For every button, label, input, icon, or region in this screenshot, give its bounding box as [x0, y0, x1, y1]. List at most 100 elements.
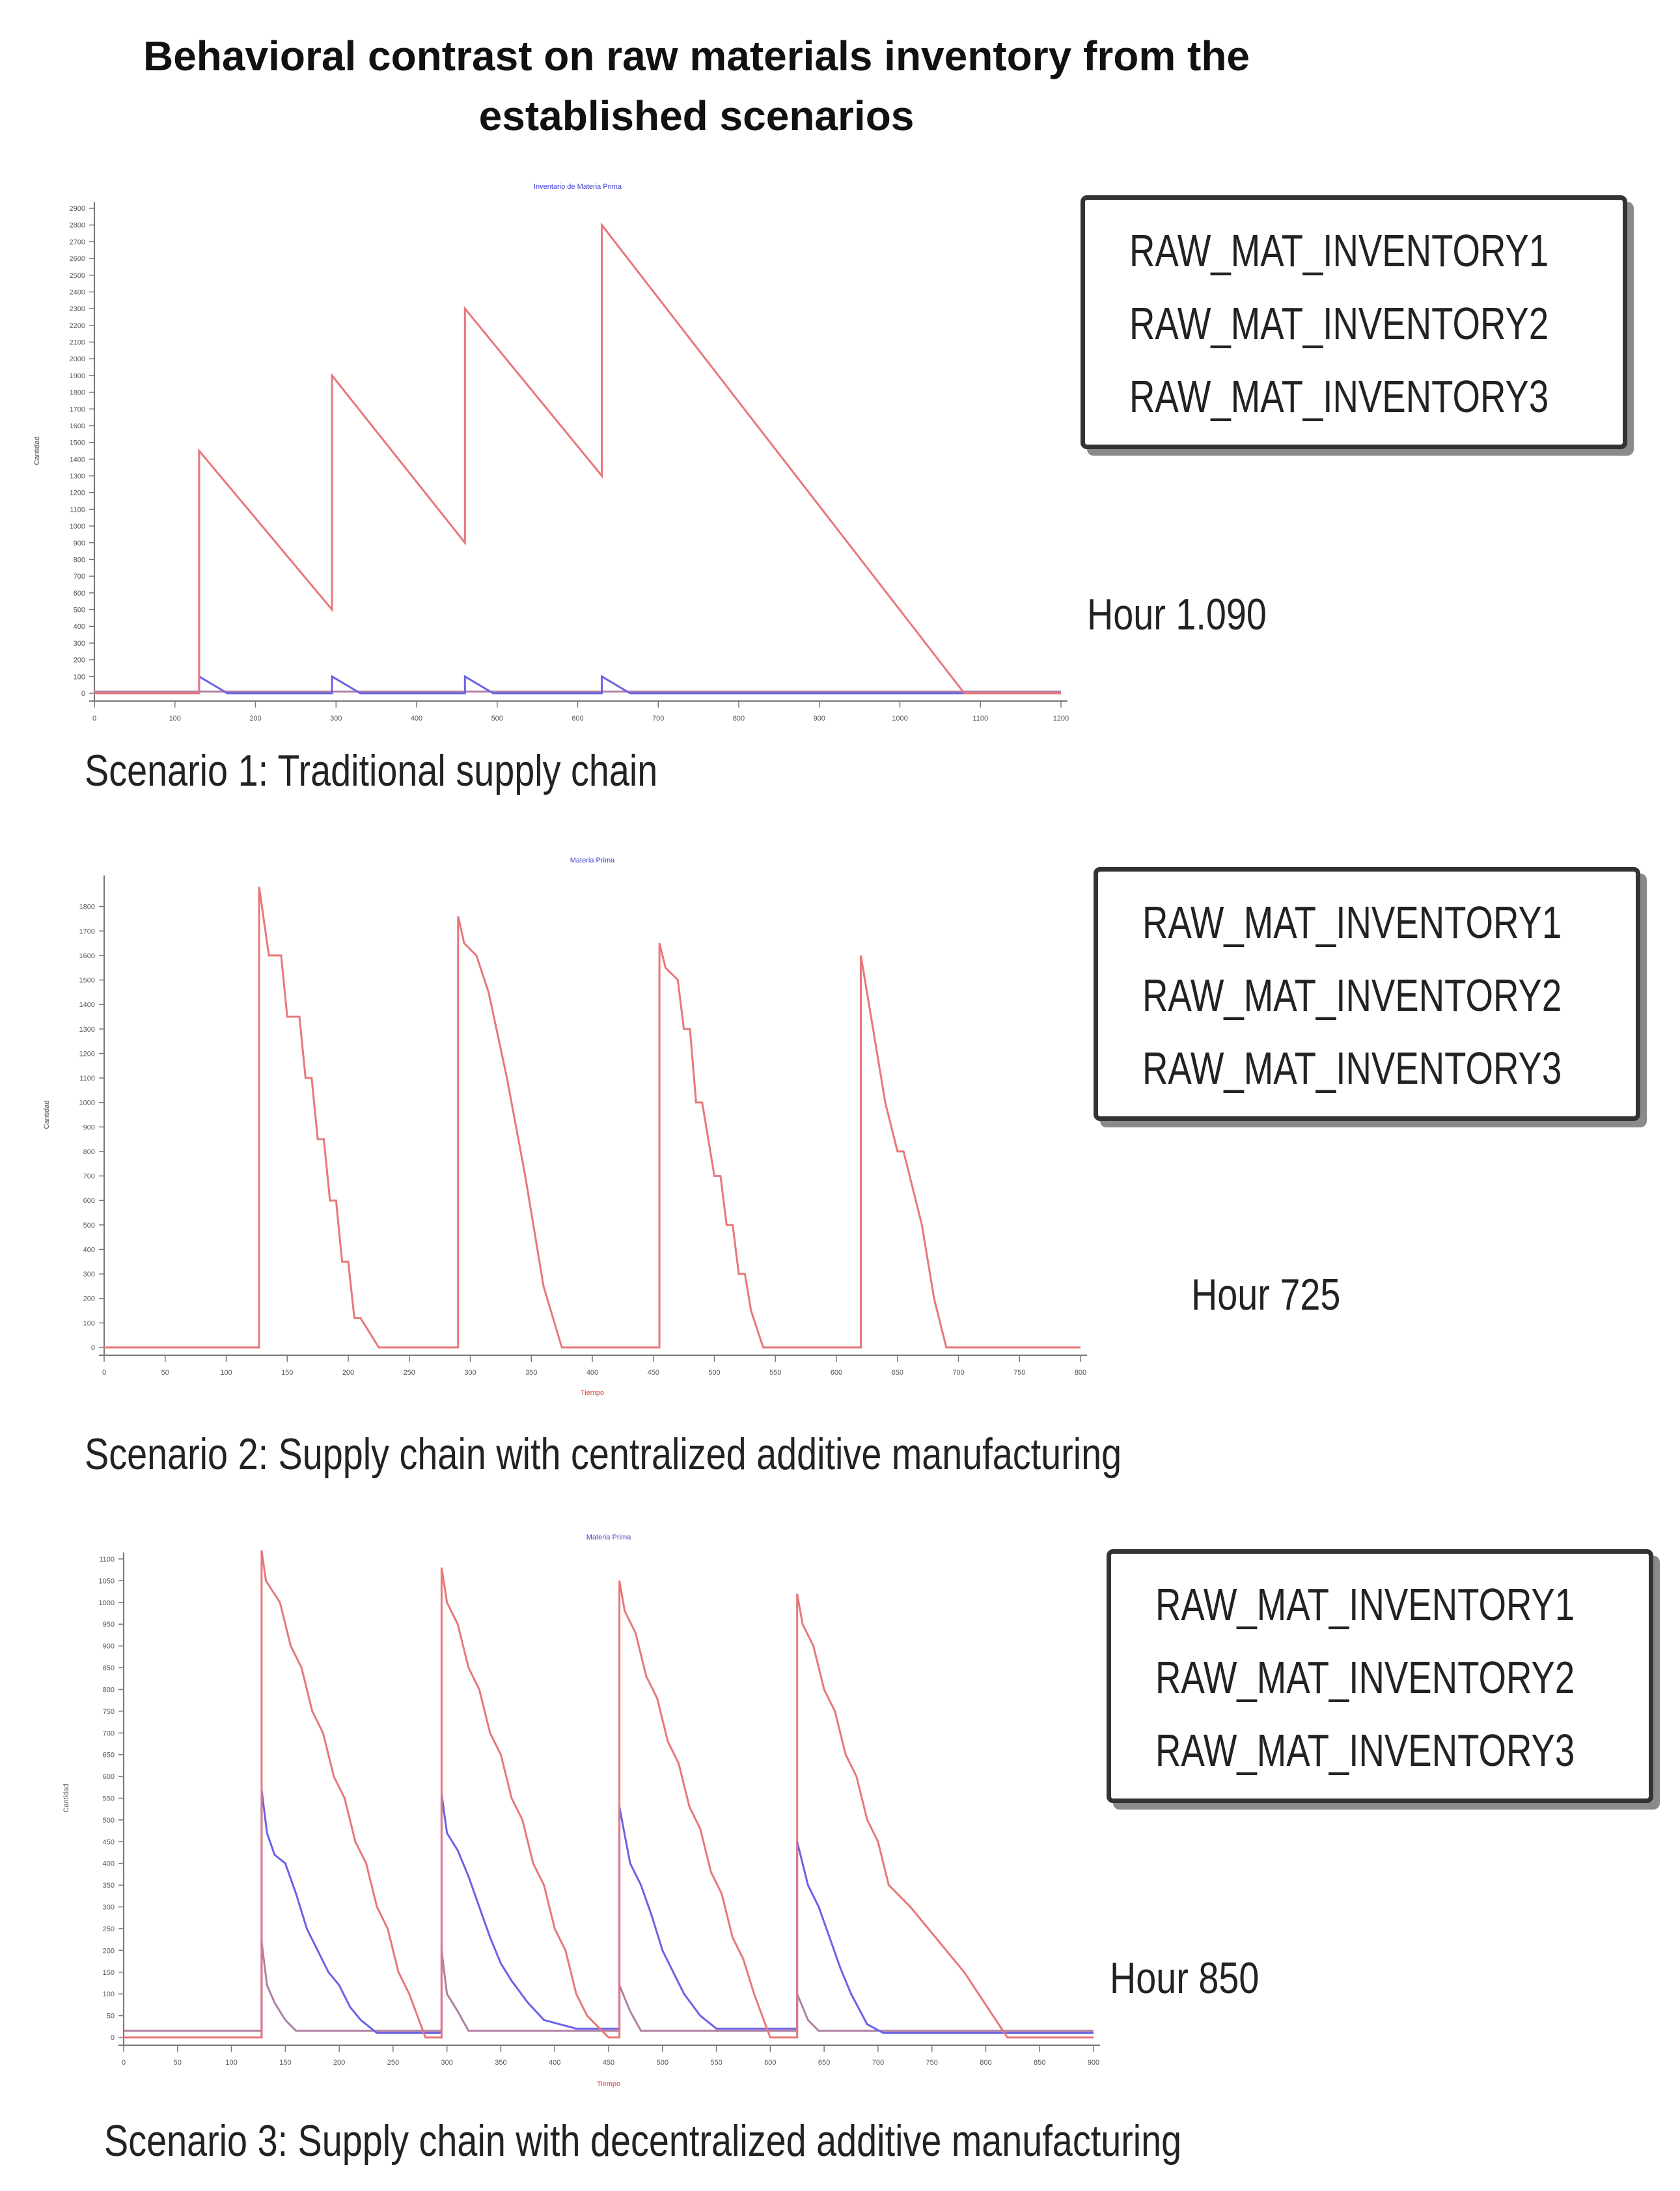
y-tick-label: 2600 [70, 255, 85, 263]
hour-label-scenario-3: Hour 850 [1110, 1953, 1260, 2003]
y-tick-label: 1900 [70, 372, 85, 380]
legend-label: RAW_MAT_INVENTORY1 [1142, 897, 1562, 948]
y-tick-label: 400 [74, 623, 85, 631]
y-tick-label: 950 [103, 1621, 115, 1629]
y-tick-label: 1000 [79, 1099, 95, 1107]
y-tick-label: 1700 [79, 928, 95, 935]
series-line-raw-mat-inventory1 [124, 1550, 1094, 2039]
legend-label: RAW_MAT_INVENTORY3 [1142, 1043, 1562, 1094]
x-tick-label: 300 [330, 715, 342, 723]
plot-title: Inventario de Materia Prima [534, 183, 622, 191]
y-tick-label: 1100 [70, 506, 85, 514]
y-tick-label: 2400 [70, 288, 85, 296]
y-tick-label: 200 [74, 657, 85, 665]
legend-item: RAW_MAT_INVENTORY1 [1111, 214, 1597, 287]
caption-scenario-2: Scenario 2: Supply chain with centralize… [85, 1429, 1122, 1479]
y-tick-label: 1400 [79, 1001, 95, 1009]
y-tick-label: 900 [83, 1123, 95, 1131]
legend-label: RAW_MAT_INVENTORY2 [1155, 1652, 1575, 1703]
y-axis-label: Cantidad [62, 1784, 70, 1812]
chart-scenario-3: Materia Prima 0 50 100 150 200 250 300 350 400 450… [62, 1534, 1100, 2088]
series-line-raw-mat-inventory2 [94, 674, 1061, 695]
y-tick-label: 700 [74, 573, 85, 581]
y-tick-label: 2300 [70, 305, 85, 313]
y-tick-label: 850 [103, 1664, 115, 1672]
x-axis-label: Tiempo [597, 2080, 620, 2088]
y-tick-label: 100 [83, 1319, 95, 1327]
y-tick-label: 400 [83, 1246, 95, 1254]
series-line-raw-mat-inventory2 [124, 1789, 1094, 2039]
x-tick-label: 400 [411, 715, 422, 723]
y-tick-label: 250 [103, 1925, 115, 1933]
legend-label: RAW_MAT_INVENTORY3 [1155, 1725, 1575, 1776]
x-tick-label: 50 [161, 1369, 169, 1377]
y-tick-label: 1100 [79, 1075, 95, 1082]
legend-scenario-2: RAW_MAT_INVENTORY1 RAW_MAT_INVENTORY2 RA… [1094, 867, 1640, 1121]
x-tick-label: 1200 [1053, 715, 1069, 723]
hour-label-scenario-1: Hour 1.090 [1087, 590, 1267, 639]
main-title: Behavioral contrast on raw materials inv… [0, 26, 1393, 146]
caption-scenario-3: Scenario 3: Supply chain with decentrali… [104, 2116, 1182, 2166]
y-tick-label: 2900 [70, 205, 85, 213]
x-tick-label: 100 [169, 715, 181, 723]
y-tick-label: 1600 [79, 952, 95, 960]
y-tick-label: 300 [74, 640, 85, 648]
y-tick-label: 1800 [70, 389, 85, 397]
y-tick-label: 750 [103, 1708, 115, 1716]
y-tick-label: 2200 [70, 322, 85, 330]
y-tick-label: 800 [103, 1686, 115, 1694]
y-tick-label: 500 [83, 1222, 95, 1230]
y-tick-label: 500 [74, 607, 85, 614]
legend-label: RAW_MAT_INVENTORY3 [1129, 371, 1549, 422]
y-tick-label: 1300 [79, 1026, 95, 1034]
legend-item: RAW_MAT_INVENTORY1 [1124, 886, 1610, 959]
y-tick-label: 1000 [70, 523, 85, 531]
y-tick-label: 200 [83, 1295, 95, 1303]
y-tick-label: 2700 [70, 238, 85, 246]
y-tick-label: 1100 [99, 1556, 115, 1564]
x-tick-label: 1100 [972, 715, 988, 723]
x-tick-label: 50 [174, 2059, 182, 2067]
x-tick-label: 650 [818, 2059, 830, 2067]
y-tick-label: 1000 [99, 1599, 115, 1607]
x-tick-label: 200 [333, 2059, 345, 2067]
x-tick-label: 300 [441, 2059, 452, 2067]
x-tick-label: 250 [387, 2059, 399, 2067]
y-tick-label: 150 [103, 1969, 115, 1977]
hour-label-scenario-2: Hour 725 [1191, 1270, 1341, 1319]
series-line-raw-mat-inventory1 [104, 887, 1081, 1349]
y-tick-label: 2800 [70, 222, 85, 230]
y-tick-label: 1500 [79, 977, 95, 985]
x-tick-label: 450 [648, 1369, 659, 1377]
plot-title: Materia Prima [570, 857, 615, 864]
x-tick-label: 0 [92, 715, 96, 723]
y-tick-label: 800 [83, 1148, 95, 1156]
x-tick-label: 250 [404, 1369, 415, 1377]
y-tick-label: 600 [74, 590, 85, 598]
y-tick-label: 700 [103, 1729, 115, 1737]
x-tick-label: 400 [549, 2059, 560, 2067]
y-tick-label: 400 [103, 1860, 115, 1868]
y-axis-label: Cantidad [43, 1100, 51, 1129]
x-tick-label: 500 [657, 2059, 668, 2067]
legend-item: RAW_MAT_INVENTORY1 [1137, 1568, 1623, 1641]
legend-label: RAW_MAT_INVENTORY1 [1129, 225, 1549, 276]
legend-item: RAW_MAT_INVENTORY3 [1111, 360, 1597, 433]
x-tick-label: 800 [980, 2059, 991, 2067]
x-tick-label: 800 [733, 715, 745, 723]
x-tick-label: 1000 [892, 715, 907, 723]
y-tick-label: 550 [103, 1795, 115, 1803]
y-tick-label: 900 [103, 1643, 115, 1651]
y-tick-label: 1700 [70, 406, 85, 413]
y-tick-label: 450 [103, 1838, 115, 1846]
y-tick-label: 1600 [70, 422, 85, 430]
x-tick-label: 400 [586, 1369, 598, 1377]
y-tick-label: 300 [103, 1904, 115, 1912]
y-tick-label: 100 [74, 673, 85, 681]
y-tick-label: 2000 [70, 355, 85, 363]
chart-scenario-2: Materia Prima010020030040050060070080090… [43, 857, 1087, 1397]
main-title-line1: Behavioral contrast on raw materials inv… [143, 33, 1250, 79]
legend-scenario-3: RAW_MAT_INVENTORY1 RAW_MAT_INVENTORY2 RA… [1107, 1549, 1653, 1803]
x-tick-label: 600 [831, 1369, 842, 1377]
main-title-line2: established scenarios [478, 92, 915, 139]
